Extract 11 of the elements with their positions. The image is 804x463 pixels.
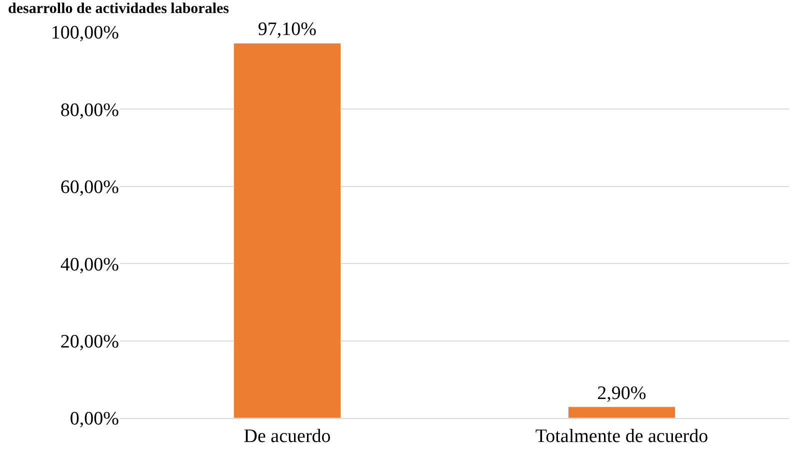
data-label: 97,10% — [258, 19, 317, 40]
x-tick-label: De acuerdo — [244, 426, 331, 447]
chart-title: desarrollo de actividades laborales — [8, 0, 230, 17]
y-tick-label: 60,00% — [60, 177, 120, 198]
y-tick-label: 100,00% — [50, 22, 120, 44]
data-label: 2,90% — [597, 382, 646, 404]
y-tick-label: 20,00% — [60, 331, 120, 352]
y-tick-label: 40,00% — [60, 254, 120, 276]
y-tick-label: 80,00% — [60, 100, 120, 121]
y-tick-label: 0,00% — [70, 408, 120, 430]
x-tick-label: Totalmente de acuerdo — [535, 426, 708, 447]
